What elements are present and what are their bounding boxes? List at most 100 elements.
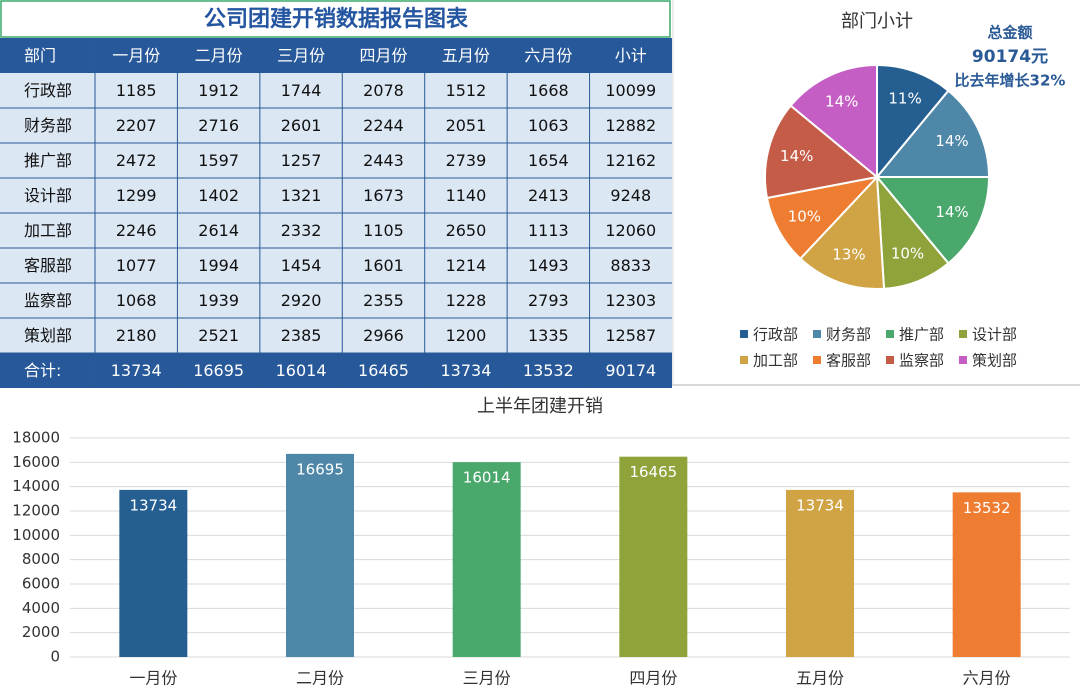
y-tick-label: 4000 (22, 599, 60, 617)
table-cell: 1228 (446, 291, 487, 310)
data-label: 13734 (129, 496, 177, 514)
y-tick-label: 14000 (12, 477, 60, 495)
table-cell: 1077 (116, 256, 157, 275)
table-row (0, 248, 672, 283)
table-cell: 16014 (276, 361, 327, 380)
pie-slice (798, 174, 886, 290)
data-label: 16695 (296, 460, 344, 478)
table-row (0, 38, 672, 73)
bar (619, 456, 688, 657)
table-row (0, 213, 672, 248)
legend-marker (959, 356, 967, 364)
data-label: 11% (888, 90, 921, 108)
legend-marker (740, 330, 748, 338)
legend-label: 设计部 (972, 326, 1017, 344)
bar (952, 492, 1021, 657)
table-cell: 1512 (446, 81, 487, 100)
x-tick-label: 一月份 (129, 669, 177, 688)
table-cell: 2244 (363, 116, 404, 135)
table-cell: 五月份 (442, 46, 490, 65)
table-cell: 1601 (363, 256, 404, 275)
table-cell: 1402 (198, 186, 239, 205)
title-box (0, 0, 671, 38)
table-cell: 1321 (281, 186, 322, 205)
y-tick-label: 0 (50, 648, 60, 666)
data-label: 10% (788, 207, 821, 225)
table-cell: 12060 (605, 221, 656, 240)
legend-label: 监察部 (899, 352, 944, 370)
table-cell: 设计部 (24, 186, 72, 205)
table-cell: 1105 (363, 221, 404, 240)
pie-slice (764, 104, 880, 200)
table-cell: 2413 (528, 186, 569, 205)
table-cell: 1454 (281, 256, 322, 275)
table-cell: 2332 (281, 221, 322, 240)
data-label: 14% (935, 132, 968, 150)
pie-slice (874, 176, 991, 265)
table-cell: 2521 (198, 326, 239, 345)
table-cell: 16465 (358, 361, 409, 380)
pie-slice (874, 89, 991, 178)
legend-label: 客服部 (826, 352, 871, 370)
table-cell: 10099 (605, 81, 656, 100)
table-cell: 2355 (363, 291, 404, 310)
legend-label: 推广部 (899, 326, 944, 344)
table-cell: 2443 (363, 151, 404, 170)
table-cell: 2650 (446, 221, 487, 240)
x-tick-label: 五月份 (796, 669, 844, 688)
table-cell: 行政部 (24, 81, 72, 100)
table-cell: 1113 (528, 221, 569, 240)
legend-label: 财务部 (826, 326, 871, 344)
data-label: 13532 (963, 499, 1011, 517)
x-tick-label: 四月份 (629, 669, 677, 688)
table-cell: 1214 (446, 256, 487, 275)
table-cell: 2920 (281, 291, 322, 310)
table-cell: 2716 (198, 116, 239, 135)
table-cell: 2793 (528, 291, 569, 310)
table-cell: 加工部 (24, 221, 72, 240)
table-cell: 1493 (528, 256, 569, 275)
table-cell: 1597 (198, 151, 239, 170)
x-tick-label: 六月份 (963, 669, 1011, 688)
legend-marker (959, 330, 967, 338)
table-row (0, 108, 672, 143)
bar (452, 462, 521, 657)
annotation: 总金额 (987, 24, 1032, 42)
table-cell: 财务部 (24, 116, 72, 135)
table-cell: 1335 (528, 326, 569, 345)
table-cell: 8833 (610, 256, 651, 275)
table-row (0, 143, 672, 178)
y-tick-label: 16000 (12, 453, 60, 471)
page-title: 公司团建开销数据报告图表 (204, 6, 469, 32)
legend-marker (886, 330, 894, 338)
x-tick-label: 二月份 (296, 669, 344, 688)
table-row (0, 318, 672, 353)
table-cell: 一月份 (112, 46, 160, 65)
y-tick-label: 8000 (22, 550, 60, 568)
y-tick-label: 12000 (12, 502, 60, 520)
table-cell: 合计: (24, 361, 61, 380)
legend-marker (813, 330, 821, 338)
table-cell: 12162 (605, 151, 656, 170)
table-cell: 监察部 (24, 291, 72, 310)
x-tick-label: 三月份 (463, 669, 511, 688)
bar (119, 489, 188, 657)
table-cell: 2739 (446, 151, 487, 170)
table-row (0, 73, 672, 108)
table-cell: 2078 (363, 81, 404, 100)
table-cell: 2180 (116, 326, 157, 345)
table-cell: 四月份 (359, 46, 407, 65)
table-cell: 1744 (281, 81, 322, 100)
chart-title: 上半年团建开销 (477, 396, 603, 417)
table-cell: 2472 (116, 151, 157, 170)
table-cell: 9248 (610, 186, 651, 205)
table-cell: 1668 (528, 81, 569, 100)
table-row (0, 283, 672, 318)
data-label: 14% (780, 147, 813, 165)
bar (786, 489, 854, 657)
table-cell: 2966 (363, 326, 404, 345)
table-cell: 小计 (615, 46, 647, 65)
table-cell: 2051 (446, 116, 487, 135)
table-cell: 12587 (605, 326, 656, 345)
